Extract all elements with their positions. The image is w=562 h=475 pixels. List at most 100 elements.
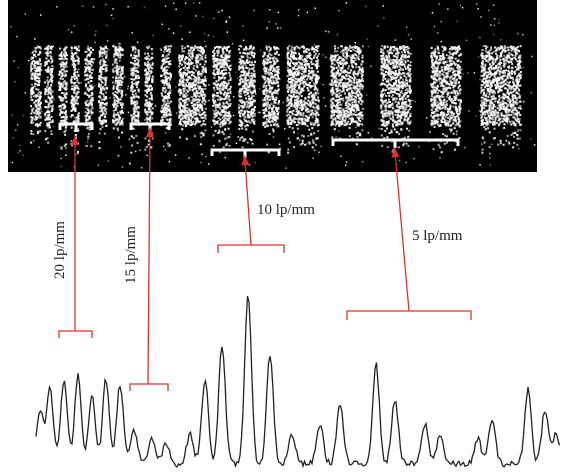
speckle [343, 120, 345, 122]
speckle [351, 90, 353, 92]
speckle [247, 114, 249, 116]
speckle [77, 142, 79, 144]
speckle [358, 55, 360, 57]
speckle [253, 87, 255, 89]
speckle [277, 66, 279, 68]
speckle [277, 118, 279, 120]
speckle [104, 98, 106, 100]
speckle [39, 108, 41, 110]
speckle [212, 95, 214, 97]
speckle [200, 114, 202, 116]
speckle [61, 73, 63, 75]
speckle [181, 50, 183, 52]
speckle [198, 82, 200, 84]
speckle [331, 112, 333, 114]
speckle [104, 116, 106, 118]
speckle [91, 58, 93, 60]
speckle [362, 86, 364, 88]
speckle [134, 113, 136, 115]
speckle [85, 63, 87, 65]
speckle [309, 143, 311, 145]
speckle [218, 78, 220, 80]
speckle [251, 64, 253, 66]
speckle [348, 78, 350, 80]
speckle [194, 104, 196, 106]
speckle [307, 87, 309, 89]
speckle [102, 87, 104, 89]
speckle [192, 55, 194, 57]
speckle [310, 72, 312, 74]
speckle [60, 78, 62, 80]
speckle [219, 123, 221, 125]
speckle [219, 103, 221, 105]
speckle [190, 63, 192, 65]
speckle [356, 143, 358, 145]
speckle [287, 84, 289, 86]
speckle [349, 47, 351, 49]
speckle [100, 123, 102, 125]
speckle [118, 137, 120, 139]
speckle [262, 77, 264, 79]
speckle [359, 123, 361, 125]
speckle [266, 85, 268, 87]
speckle [98, 118, 100, 120]
speckle [289, 107, 291, 109]
speckle [273, 67, 275, 69]
speckle [348, 81, 350, 83]
speckle [46, 61, 48, 63]
speckle [345, 116, 347, 118]
speckle [360, 64, 362, 66]
speckle [346, 112, 348, 114]
speckle [251, 62, 253, 64]
speckle [66, 101, 68, 103]
speckle [161, 55, 163, 57]
speckle [351, 102, 353, 104]
speckle [253, 67, 255, 69]
speckle [248, 111, 250, 113]
speckle [354, 50, 356, 52]
speckle [118, 114, 120, 116]
speckle [60, 111, 62, 113]
speckle [74, 69, 76, 71]
speckle [149, 120, 151, 122]
speckle [228, 111, 230, 113]
speckle [184, 102, 186, 104]
speckle [200, 88, 202, 90]
speckle [265, 88, 267, 90]
speckle [138, 107, 140, 109]
speckle [331, 136, 333, 138]
speckle [119, 89, 121, 91]
speckle [151, 95, 153, 97]
speckle [198, 79, 200, 81]
speckle [151, 99, 153, 101]
speckle [309, 85, 311, 87]
speckle [286, 87, 288, 89]
speckle [306, 102, 308, 104]
speckle [115, 82, 117, 84]
speckle [254, 61, 256, 63]
speckle [91, 108, 93, 110]
speckle [269, 96, 271, 98]
speckle [166, 50, 168, 52]
speckle [262, 56, 264, 58]
speckle [152, 138, 154, 140]
speckle [64, 80, 66, 82]
speckle [185, 62, 187, 64]
speckle [361, 124, 363, 126]
speckle [217, 120, 219, 122]
speckle [335, 78, 337, 80]
speckle [359, 113, 361, 115]
speckle [112, 64, 114, 66]
speckle [112, 122, 114, 124]
speckle [169, 79, 171, 81]
speckle [266, 47, 268, 49]
speckle [266, 144, 268, 146]
speckle [202, 123, 204, 125]
speckle [75, 99, 77, 101]
speckle [100, 63, 102, 65]
speckle [215, 81, 217, 83]
speckle [287, 152, 289, 154]
speckle [350, 80, 352, 82]
speckle [115, 70, 117, 72]
speckle [311, 110, 313, 112]
